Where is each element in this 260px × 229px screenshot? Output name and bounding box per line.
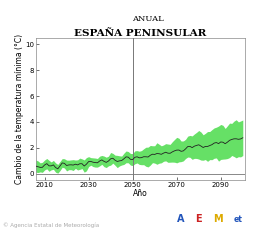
Text: A: A: [177, 214, 184, 224]
X-axis label: Año: Año: [133, 189, 148, 198]
Text: M: M: [213, 214, 223, 224]
Text: © Agencia Estatal de Meteorología: © Agencia Estatal de Meteorología: [3, 222, 99, 228]
Text: E: E: [195, 214, 202, 224]
Title: ESPAÑA PENINSULAR: ESPAÑA PENINSULAR: [74, 29, 207, 38]
Y-axis label: Cambio de la temperatura mínima (°C): Cambio de la temperatura mínima (°C): [15, 34, 24, 184]
Text: et: et: [234, 215, 243, 224]
Text: ANUAL: ANUAL: [132, 15, 164, 23]
